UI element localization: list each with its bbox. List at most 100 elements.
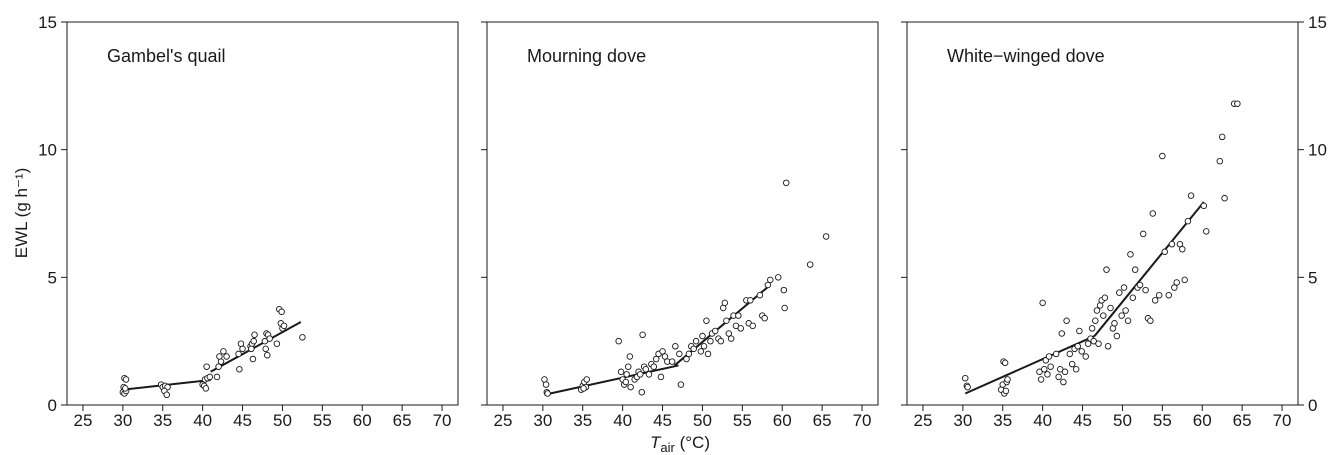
x-axis-label: Tair (°C) <box>650 433 710 455</box>
data-point <box>220 348 227 355</box>
x-tick-label: 50 <box>693 411 712 430</box>
x-tick-label: 70 <box>433 411 452 430</box>
data-point <box>721 299 729 307</box>
data-point <box>692 337 700 345</box>
data-point <box>626 353 634 360</box>
data-point <box>215 363 222 370</box>
data-point <box>727 335 735 342</box>
data-point <box>1037 376 1045 383</box>
data-point <box>206 373 214 381</box>
data-point <box>1104 343 1112 350</box>
data-point <box>1060 378 1067 386</box>
x-tick-label: 35 <box>573 411 592 430</box>
data-point <box>668 358 676 365</box>
y-tick-label: 0 <box>48 396 57 415</box>
data-point <box>1218 133 1226 141</box>
data-point <box>1095 340 1102 347</box>
data-point <box>122 385 129 392</box>
data-point <box>806 261 814 268</box>
data-point <box>747 297 754 304</box>
data-point <box>264 351 271 359</box>
x-axis-label-unit: (°C) <box>675 433 710 452</box>
data-point <box>822 233 830 240</box>
data-point <box>652 355 660 363</box>
data-point <box>1084 340 1092 347</box>
data-point <box>251 331 258 339</box>
data-point <box>122 376 130 383</box>
y-tick-label: 10 <box>38 141 57 160</box>
data-point <box>1151 297 1159 304</box>
plot-frame <box>486 21 879 406</box>
x-tick-label: 50 <box>273 411 292 430</box>
data-point <box>1052 350 1060 358</box>
data-point <box>1173 279 1180 286</box>
x-tick-label: 45 <box>233 411 252 430</box>
data-point <box>1147 317 1154 324</box>
chart-panel-2: 25 30 35 40 45 50 55 60 65 70 Mourning dove <box>481 21 879 430</box>
data-point <box>683 355 690 363</box>
data-point <box>639 331 646 339</box>
chart-panel-1: 25 30 35 40 45 50 55 60 65 70 0 5 10 15 Gambel's quail <box>38 13 459 430</box>
y-tick-label: 15 <box>38 13 57 32</box>
data-point <box>1139 230 1147 238</box>
data-point <box>699 332 706 340</box>
x-tick-label: 70 <box>853 411 872 430</box>
x-tick-label: 25 <box>913 411 932 430</box>
data-point <box>723 317 730 324</box>
x-tick-label: 25 <box>73 411 92 430</box>
data-point <box>223 353 230 360</box>
data-point <box>299 334 306 341</box>
data-point <box>781 304 788 312</box>
data-point <box>1047 363 1054 370</box>
data-point <box>711 327 719 335</box>
data-point <box>697 348 705 355</box>
data-point <box>677 381 685 388</box>
data-point <box>1055 373 1062 381</box>
data-point <box>1221 194 1228 202</box>
data-point <box>249 355 257 363</box>
data-point <box>1113 332 1121 340</box>
fit-line <box>544 364 679 396</box>
x-tick-label: 55 <box>1153 411 1172 430</box>
data-point <box>749 322 756 330</box>
data-point <box>622 378 630 386</box>
data-point <box>636 371 644 378</box>
data-point <box>1061 368 1069 376</box>
x-tick-label: 35 <box>153 411 172 430</box>
data-point <box>1072 366 1080 373</box>
data-point <box>690 345 697 353</box>
data-point <box>1001 359 1009 367</box>
data-point <box>1116 289 1123 296</box>
data-point <box>1184 217 1192 225</box>
fit-line <box>210 321 302 373</box>
data-point <box>280 322 288 330</box>
x-tick-label: 60 <box>773 411 792 430</box>
x-axis-label-symbol: T <box>650 433 662 452</box>
data-point <box>163 391 170 399</box>
data-point <box>248 345 255 353</box>
data-point <box>1074 343 1082 350</box>
data-point <box>650 363 658 370</box>
data-point <box>1234 100 1241 107</box>
data-point <box>707 337 714 345</box>
data-point <box>1004 376 1011 383</box>
data-point <box>1068 360 1076 368</box>
x-tick-label: 40 <box>613 411 632 430</box>
data-point <box>1176 240 1184 248</box>
y-tick-label: 5 <box>48 268 57 287</box>
data-point <box>703 317 710 324</box>
data-point <box>1039 299 1046 307</box>
data-point <box>1058 330 1066 337</box>
data-point <box>1122 307 1129 314</box>
y-tick-label-right: 5 <box>1308 268 1317 287</box>
x-tick-label: 35 <box>993 411 1012 430</box>
data-point <box>1149 210 1157 217</box>
x-tick-label: 60 <box>353 411 372 430</box>
x-tick-label: 70 <box>1273 411 1292 430</box>
data-point <box>542 381 550 388</box>
data-point <box>1165 291 1172 299</box>
chart-panel-3: 25 30 35 40 45 50 55 60 65 70 0 5 10 15 White−winged d… <box>901 13 1327 430</box>
data-point <box>1136 281 1144 289</box>
plot-frame <box>906 21 1299 406</box>
x-tick-label: 45 <box>653 411 672 430</box>
